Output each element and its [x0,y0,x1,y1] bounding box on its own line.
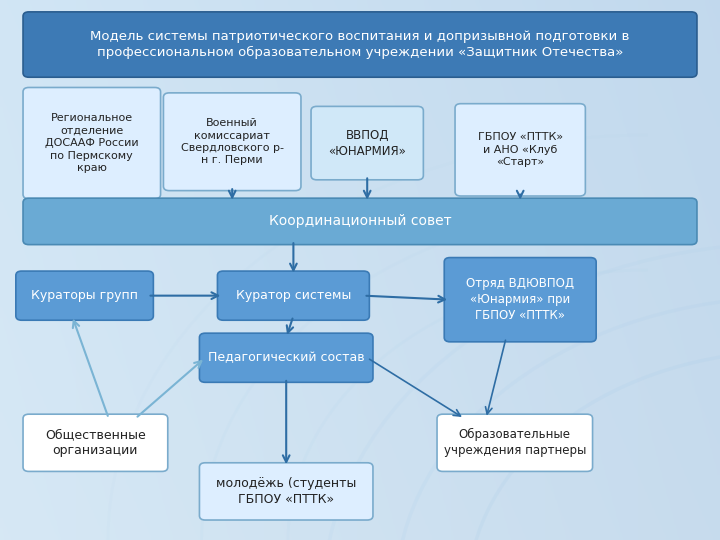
Text: Куратор системы: Куратор системы [235,289,351,302]
FancyBboxPatch shape [23,87,161,199]
FancyBboxPatch shape [455,104,585,196]
FancyBboxPatch shape [23,12,697,77]
Text: молодёжь (студенты
ГБПОУ «ПТТК»: молодёжь (студенты ГБПОУ «ПТТК» [216,477,356,506]
Text: Образовательные
учреждения партнеры: Образовательные учреждения партнеры [444,428,586,457]
FancyBboxPatch shape [311,106,423,180]
FancyBboxPatch shape [199,333,373,382]
Text: Отряд ВДЮВПОД
«Юнармия» при
ГБПОУ «ПТТК»: Отряд ВДЮВПОД «Юнармия» при ГБПОУ «ПТТК» [466,277,575,322]
Text: ГБПОУ «ПТТК»
и АНО «Клуб
«Старт»: ГБПОУ «ПТТК» и АНО «Клуб «Старт» [477,132,563,167]
FancyBboxPatch shape [217,271,369,320]
Text: Региональное
отделение
ДОСААФ России
по Пермскому
краю: Региональное отделение ДОСААФ России по … [45,113,139,173]
FancyBboxPatch shape [23,198,697,245]
Text: Военный
комиссариат
Свердловского р-
н г. Перми: Военный комиссариат Свердловского р- н г… [181,118,284,165]
FancyBboxPatch shape [437,414,593,471]
Text: Модель системы патриотического воспитания и допризывной подготовки в
профессиона: Модель системы патриотического воспитани… [90,30,630,59]
FancyBboxPatch shape [444,258,596,342]
Text: Координационный совет: Координационный совет [269,214,451,228]
Text: Педагогический состав: Педагогический состав [208,351,364,364]
FancyBboxPatch shape [23,414,168,471]
FancyBboxPatch shape [199,463,373,520]
Text: Общественные
организации: Общественные организации [45,428,145,457]
FancyBboxPatch shape [16,271,153,320]
Text: Кураторы групп: Кураторы групп [31,289,138,302]
Text: ВВПОД
«ЮНАРМИЯ»: ВВПОД «ЮНАРМИЯ» [328,129,406,158]
FancyBboxPatch shape [163,93,301,191]
